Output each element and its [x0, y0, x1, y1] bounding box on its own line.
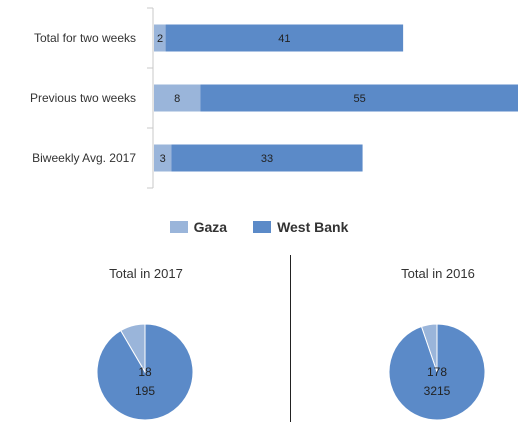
legend: Gaza West Bank [0, 219, 518, 235]
legend-item-gaza: Gaza [169, 219, 228, 235]
pie-slice-west-bank [388, 323, 486, 421]
bar-west-bank-total-for-two-weeks [165, 24, 404, 52]
pie-label-west-bank: 195 [135, 384, 155, 398]
data-label-west-bank-total-for-two-weeks: 41 [278, 33, 290, 45]
pie-label-gaza: 178 [427, 365, 447, 379]
category-label-previous-two-weeks: Previous two weeks [30, 91, 136, 105]
data-label-gaza-biweekly-avg-2017: 3 [160, 153, 166, 165]
legend-label-west-bank: West Bank [277, 219, 349, 235]
bar-chart: Total for two weeks 2 41 Previous two weeks… [30, 7, 518, 189]
legend-label-gaza: Gaza [193, 219, 228, 235]
bar-gaza-biweekly-avg-2017 [154, 144, 172, 172]
pie-divider [290, 255, 291, 422]
data-label-gaza-total-for-two-weeks: 2 [157, 33, 163, 45]
pie-title-2016: Total in 2016 [401, 266, 475, 281]
legend-swatch-west-bank [253, 221, 272, 233]
pie-slice-gaza [120, 323, 146, 374]
bar-west-bank-previous-two-weeks [200, 84, 518, 112]
data-label-gaza-previous-two-weeks: 8 [174, 93, 180, 105]
data-label-west-bank-previous-two-weeks: 55 [354, 93, 366, 105]
pie-slice-west-bank [96, 323, 194, 421]
pie-title-2017: Total in 2017 [109, 266, 183, 281]
legend-item-west-bank: West Bank [253, 219, 348, 235]
pie-label-west-bank: 3215 [424, 384, 451, 398]
category-label-biweekly-avg-2017: Biweekly Avg. 2017 [32, 151, 136, 165]
legend-swatch-gaza [169, 221, 188, 233]
data-label-west-bank-biweekly-avg-2017: 33 [261, 153, 273, 165]
bar-gaza-previous-two-weeks [154, 84, 201, 112]
category-label-total-for-two-weeks: Total for two weeks [34, 31, 136, 45]
pie-label-gaza: 18 [138, 365, 152, 379]
bar-gaza-total-for-two-weeks [154, 24, 166, 52]
pie-slice-gaza [420, 323, 438, 373]
bar-west-bank-biweekly-avg-2017 [171, 144, 363, 172]
